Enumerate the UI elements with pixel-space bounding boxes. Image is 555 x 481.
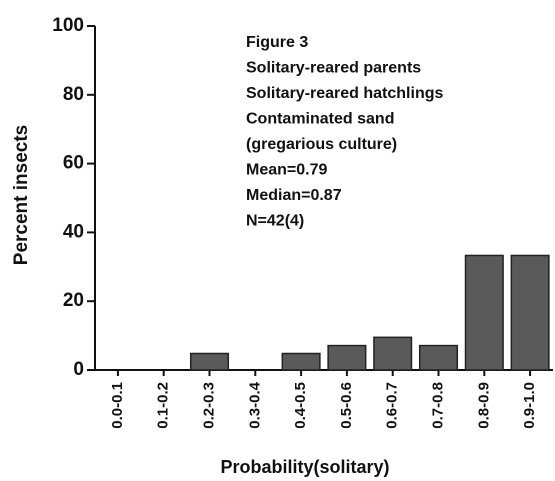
bar: [464, 254, 504, 371]
x-tick-label: 0.1-0.2: [155, 382, 172, 429]
x-tick-label: 0.2-0.3: [200, 382, 217, 429]
annotation: Solitary-reared hatchlings: [246, 85, 443, 102]
x-tick-label: 0.8-0.9: [475, 382, 492, 429]
x-tick-label: 0.0-0.1: [109, 382, 126, 429]
annotation: Contaminated sand: [246, 111, 394, 128]
y-tick-label: 80: [63, 84, 84, 105]
y-tick-label: 0: [73, 359, 84, 380]
bar: [327, 344, 367, 371]
bar: [281, 352, 321, 371]
annotation: Median=0.87: [246, 187, 342, 204]
annotation: Mean=0.79: [246, 162, 327, 179]
y-axis-label: Percent insects: [11, 125, 32, 265]
annotation: Figure 3: [246, 34, 308, 51]
x-tick-label: 0.6-0.7: [384, 382, 401, 429]
annotation: Solitary-reared parents: [246, 60, 421, 77]
y-tick-label: 20: [63, 290, 84, 311]
x-tick-label: 0.3-0.4: [246, 381, 263, 428]
y-tick-label: 40: [63, 221, 84, 242]
bar: [510, 254, 550, 371]
y-tick-label: 100: [52, 15, 84, 36]
x-tick-label: 0.7-0.8: [429, 382, 446, 429]
bar: [373, 336, 413, 371]
bar: [418, 344, 459, 371]
x-axis-label: Probability(solitary): [220, 457, 389, 477]
y-tick-label: 60: [63, 153, 84, 174]
x-tick-label: 0.9-1.0: [521, 382, 538, 429]
bar: [189, 352, 230, 371]
x-tick-label: 0.4-0.5: [292, 382, 309, 429]
x-tick-label: 0.5-0.6: [338, 382, 355, 429]
annotation: N=42(4): [246, 213, 304, 230]
annotation: (gregarious culture): [246, 136, 397, 153]
